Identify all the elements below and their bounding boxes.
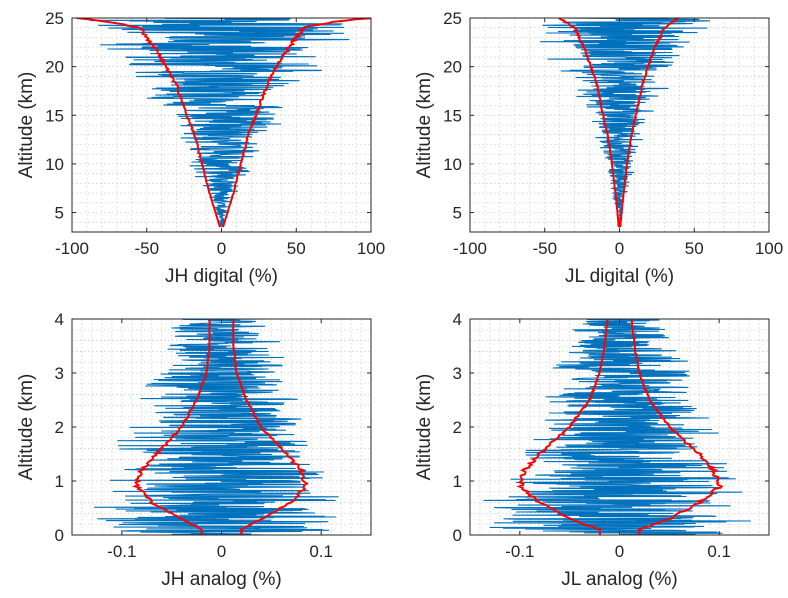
x-tick-label: 0 [217,542,226,561]
y-tick-label: 0 [453,526,462,545]
panel-jl-analog: -0.1 0 0.1 0 1 2 3 4 JL analog (%) Altitude (km) [414,310,770,590]
x-tick-label: 50 [287,239,306,258]
y-tick-label: 4 [453,310,462,329]
y-axis-label: Altitude (km) [16,72,37,179]
x-axis-label: JH digital (%) [165,266,278,287]
x-tick-label: 0 [615,239,624,258]
x-tick-label: 100 [755,239,783,258]
y-tick-label: 3 [55,364,64,383]
panel-jh-digital: -100 -50 0 50 100 5 10 15 20 25 JH digital (%) Alti… [16,9,385,287]
y-tick-label: 5 [55,204,64,223]
profile-right [232,319,309,535]
profile-left [558,18,620,228]
x-tick-label: 0.1 [309,542,333,561]
y-tick-label: 0 [55,526,64,545]
x-tick-label: -50 [134,239,159,258]
y-tick-label: 20 [45,58,64,77]
y-tick-label: 1 [55,472,64,491]
profile-left [76,18,221,228]
x-tick-label: -100 [453,239,487,258]
x-tick-label: 0.1 [707,542,731,561]
x-axis-label: JH analog (%) [161,569,281,590]
profile-right [630,319,724,535]
x-axis-label: JL digital (%) [565,266,674,287]
x-tick-label: -0.1 [505,542,534,561]
profile-right [222,18,371,228]
noise-series [90,18,350,228]
y-axis-label: Altitude (km) [16,374,37,481]
noise-series [483,319,751,535]
y-axis-label: Altitude (km) [414,72,435,179]
y-tick-label: 25 [45,9,64,28]
x-tick-label: -100 [55,239,89,258]
y-tick-label: 5 [453,204,462,223]
y-tick-label: 15 [45,106,64,125]
x-tick-label: -50 [532,239,557,258]
y-tick-label: 20 [443,58,462,77]
y-tick-label: 25 [443,9,462,28]
panel-jl-digital: -100 -50 0 50 100 5 10 15 20 25 JL digital (%) Alti… [414,9,783,287]
panel-jh-analog: -0.1 0 0.1 0 1 2 3 4 JH analog (%) Altitude (km) [16,310,372,590]
noise-series [94,319,339,535]
x-tick-label: 50 [685,239,704,258]
profile-left [516,319,609,535]
x-tick-label: 0 [615,542,624,561]
x-tick-label: 0 [217,239,226,258]
x-tick-label: 100 [357,239,385,258]
profile-right [619,18,679,228]
y-tick-label: 10 [443,155,462,174]
y-axis-label: Altitude (km) [414,374,435,481]
x-tick-label: -0.1 [107,542,136,561]
y-tick-label: 2 [453,418,462,437]
y-tick-label: 10 [45,155,64,174]
profile-left [131,319,211,535]
y-tick-label: 1 [453,472,462,491]
y-tick-label: 15 [443,106,462,125]
y-tick-label: 3 [453,364,462,383]
y-tick-label: 2 [55,418,64,437]
x-axis-label: JL analog (%) [561,569,678,590]
y-tick-label: 4 [55,310,64,329]
